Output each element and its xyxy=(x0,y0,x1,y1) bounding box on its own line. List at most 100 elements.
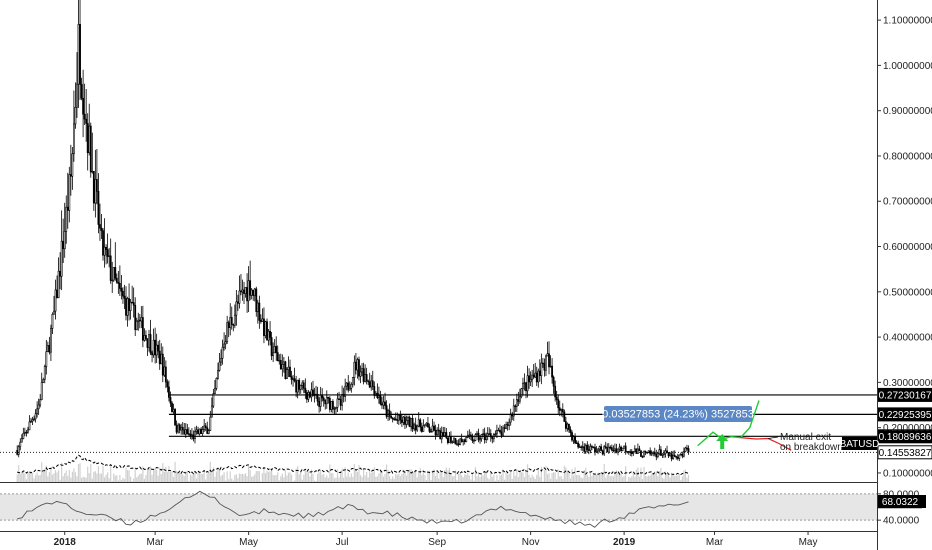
candle-body xyxy=(641,456,644,458)
candle-body xyxy=(115,277,118,283)
candle-body xyxy=(587,449,590,451)
candle-body xyxy=(214,387,216,394)
volume-bar xyxy=(18,465,20,482)
volume-bar xyxy=(275,475,277,482)
volume-bar xyxy=(465,474,467,482)
volume-bar xyxy=(395,473,397,482)
volume-bar xyxy=(234,475,236,482)
volume-bar xyxy=(675,475,677,482)
volume-bar xyxy=(228,479,230,482)
volume-bar xyxy=(16,474,18,482)
candle-body xyxy=(128,298,130,311)
price-tick-label: 1.00000000 xyxy=(883,61,932,72)
time-tick-label: Jul xyxy=(336,537,349,548)
volume-bar xyxy=(38,475,40,482)
candle-body xyxy=(261,318,264,322)
annotation-manual-exit[interactable]: Manual exit on breakdown xyxy=(780,432,843,453)
volume-bar xyxy=(286,475,288,482)
candle-body xyxy=(594,447,596,453)
candle-body xyxy=(541,362,544,365)
candle-body xyxy=(350,383,353,389)
volume-bar xyxy=(70,477,72,482)
candle-body xyxy=(287,366,290,370)
volume-bar xyxy=(655,472,657,482)
volume-bar xyxy=(643,466,645,482)
volume-bar xyxy=(332,473,334,482)
volume-bar xyxy=(681,476,683,482)
candle-body xyxy=(270,337,273,357)
volume-bar xyxy=(543,469,546,482)
volume-bar xyxy=(50,467,52,482)
candle-body xyxy=(630,451,633,454)
candle-body xyxy=(549,365,552,368)
volume-bar xyxy=(133,478,135,482)
volume-bar xyxy=(215,471,218,482)
volume-bar xyxy=(202,473,204,482)
volume-bar xyxy=(404,470,406,482)
volume-bar xyxy=(658,470,660,482)
volume-bar xyxy=(160,474,162,482)
candle-body xyxy=(509,413,512,423)
volume-bar xyxy=(445,467,447,482)
volume-bar xyxy=(684,469,687,482)
candle-body xyxy=(198,428,201,435)
drawings-layer[interactable] xyxy=(697,400,792,451)
volume-bar xyxy=(669,477,671,482)
volume-bar xyxy=(586,474,588,482)
candle-body xyxy=(367,380,370,383)
candle-body xyxy=(305,392,308,400)
candle-body xyxy=(34,413,37,420)
candle-body xyxy=(646,451,649,454)
volume-bar xyxy=(90,464,92,482)
candle-body xyxy=(68,174,71,211)
volume-bar xyxy=(602,473,604,482)
volume-bar xyxy=(370,472,372,482)
price-tick-label: 0.70000000 xyxy=(883,197,932,208)
candle-body xyxy=(345,382,348,387)
candle-body xyxy=(604,446,607,448)
candle-body xyxy=(194,431,196,439)
candle-body xyxy=(623,445,626,449)
volume-bar xyxy=(671,472,673,482)
candle-body xyxy=(54,289,57,312)
volume-bar xyxy=(589,472,591,482)
candle-body xyxy=(118,283,121,289)
oscillator-axis[interactable]: 80.0000 40.0000 68.0322 xyxy=(877,489,922,527)
candle-body xyxy=(39,399,42,406)
candle-body xyxy=(109,255,112,281)
candle-body xyxy=(59,270,62,277)
oscillator-line xyxy=(17,490,689,528)
candle-body xyxy=(69,174,72,177)
volume-bar xyxy=(149,466,152,482)
volume-bar xyxy=(120,479,123,482)
volume-bar xyxy=(430,480,432,482)
volume-bar xyxy=(631,476,633,482)
horizontal-levels[interactable]: 0.27230167 0.22925395 0.18089636 0.14553827 xyxy=(0,387,932,460)
volume-bar xyxy=(556,479,558,482)
volume-bar xyxy=(648,475,650,482)
price-tick-label: 0.10000000 xyxy=(883,468,932,479)
projection-up-line[interactable] xyxy=(697,400,760,447)
candle-body xyxy=(243,289,245,294)
volume-bar xyxy=(424,474,426,482)
volume-bar xyxy=(283,477,285,482)
volume-bar xyxy=(159,467,161,482)
candle-body xyxy=(446,437,449,444)
candle-body xyxy=(132,302,135,306)
volume-bar xyxy=(341,468,343,482)
volume-bar xyxy=(258,471,260,482)
time-axis[interactable]: 2018 Mar May Jul Sep Nov 2019 Mar May xyxy=(54,531,818,548)
volume-bar xyxy=(25,479,27,482)
volume-bar xyxy=(251,476,253,482)
candle-body xyxy=(218,361,221,371)
volume-bar xyxy=(85,477,87,482)
volume-bar xyxy=(566,470,569,482)
candle-body xyxy=(221,346,224,359)
volume-bar xyxy=(551,472,553,482)
volume-bar xyxy=(493,474,495,482)
candle-body xyxy=(145,335,147,339)
candle-body xyxy=(456,443,458,445)
candle-body xyxy=(131,301,134,304)
volume-bar xyxy=(100,473,103,482)
